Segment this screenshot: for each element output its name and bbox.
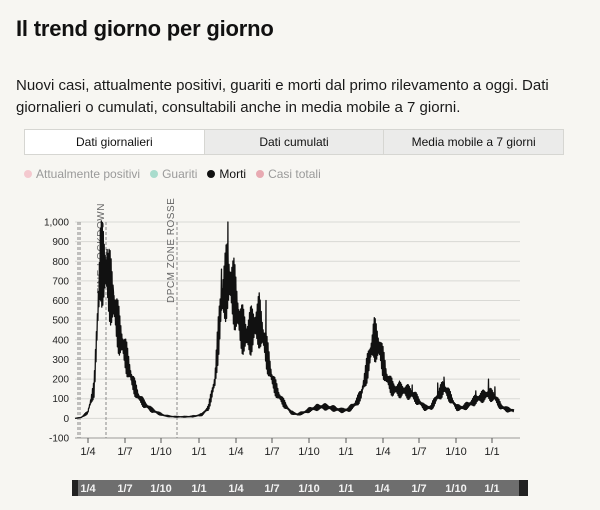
y-tick-label: 200 xyxy=(52,375,69,386)
legend-dot-icon xyxy=(207,170,216,178)
annotation-label: FINE LOCKDOWN xyxy=(96,203,107,294)
legend-dot-icon xyxy=(256,170,265,178)
brush-tick-label: 1/7 xyxy=(264,483,279,495)
legend-dot-icon xyxy=(24,170,32,178)
brush-tick-label: 1/1 xyxy=(338,483,353,495)
tab-daily[interactable]: Dati giornalieri xyxy=(25,130,205,154)
legend-item-attualmente-positivi[interactable]: Attualmente positivi xyxy=(24,167,140,181)
legend-label: Guariti xyxy=(162,167,198,181)
y-tick-label: 300 xyxy=(52,355,69,366)
x-tick-label: 1/7 xyxy=(411,446,426,458)
brush-handle-right xyxy=(519,480,528,496)
tab-cumulative[interactable]: Dati cumulati xyxy=(204,130,385,154)
brush-tick-label: 1/4 xyxy=(374,483,390,495)
legend-item-guariti[interactable]: Guariti xyxy=(150,167,197,181)
x-tick-label: 1/1 xyxy=(191,446,206,458)
page-subtitle: Nuovi casi, attualmente positivi, guarit… xyxy=(16,77,549,116)
y-tick-label: 1,000 xyxy=(44,218,69,229)
legend-label: Attualmente positivi xyxy=(36,167,141,181)
y-tick-label: 700 xyxy=(52,276,69,287)
y-tick-label: 500 xyxy=(52,316,69,327)
y-tick-label: -100 xyxy=(49,434,69,445)
x-tick-label: 1/1 xyxy=(338,446,353,458)
chart-annotations: FINE LOCKDOWN DPCM ZONE ROSSE xyxy=(77,198,178,438)
x-tick-label: 1/10 xyxy=(150,446,171,458)
legend-item-casi-totali[interactable]: Casi totali xyxy=(256,167,321,181)
x-tick-label: 1/4 xyxy=(228,446,243,458)
series-line-morti xyxy=(74,220,515,420)
legend-dot-icon xyxy=(150,170,159,178)
x-tick-label: 1/1 xyxy=(484,446,499,458)
view-tabs: Dati giornalieri Dati cumulati Media mob… xyxy=(24,129,564,155)
brush-tick-label: 1/10 xyxy=(298,483,319,495)
brush-tick-label: 1/4 xyxy=(80,483,96,495)
brush-tick-label: 1/10 xyxy=(150,483,171,495)
y-tick-label: 900 xyxy=(52,237,69,248)
y-tick-label: 100 xyxy=(52,394,69,405)
brush-tick-label: 1/1 xyxy=(484,483,499,495)
x-tick-label: 1/7 xyxy=(117,446,132,458)
brush-tick-label: 1/10 xyxy=(445,483,466,495)
chart-series xyxy=(74,220,515,420)
x-tick-label: 1/4 xyxy=(375,446,390,458)
chart-legend: Attualmente positivi Guariti Morti Casi … xyxy=(24,167,321,181)
tab-moving-average[interactable]: Media mobile a 7 giorni xyxy=(384,130,564,154)
annotation-label: DPCM ZONE ROSSE xyxy=(166,198,177,303)
chart-grid xyxy=(75,221,520,439)
y-tick-label: 600 xyxy=(52,296,69,307)
page-title: Il trend giorno per giorno xyxy=(16,16,274,41)
legend-label: Casi totali xyxy=(268,167,321,181)
x-tick-label: 1/4 xyxy=(80,446,95,458)
x-tick-label: 1/7 xyxy=(264,446,279,458)
y-tick-label: 400 xyxy=(52,335,69,346)
y-tick-label: 0 xyxy=(63,414,69,425)
x-tick-label: 1/10 xyxy=(445,446,466,458)
legend-label: Morti xyxy=(219,167,247,181)
brush-tick-label: 1/1 xyxy=(191,483,206,495)
x-tick-label: 1/10 xyxy=(298,446,319,458)
brush-tick-label: 1/7 xyxy=(411,483,426,495)
x-axis-ticks: 1/4 1/7 1/10 1/1 1/4 1/7 1/10 1/1 1/4 1/7 1/10 1/1 xyxy=(80,438,500,458)
legend-item-morti[interactable]: Morti xyxy=(207,167,246,181)
y-tick-label: 800 xyxy=(52,257,69,268)
brush-tick-label: 1/4 xyxy=(228,483,244,495)
brush-tick-label: 1/7 xyxy=(117,483,132,495)
time-brush-slider: 1/4 1/7 1/10 1/1 1/4 1/7 1/10 1/1 1/4 1/7 1/10 1/1 xyxy=(72,480,528,496)
brush-track xyxy=(72,480,528,496)
brush-handle-left xyxy=(72,480,78,496)
y-axis-ticks: 1,000 900 800 700 600 500 400 300 200 100 0 -100 xyxy=(44,218,69,445)
